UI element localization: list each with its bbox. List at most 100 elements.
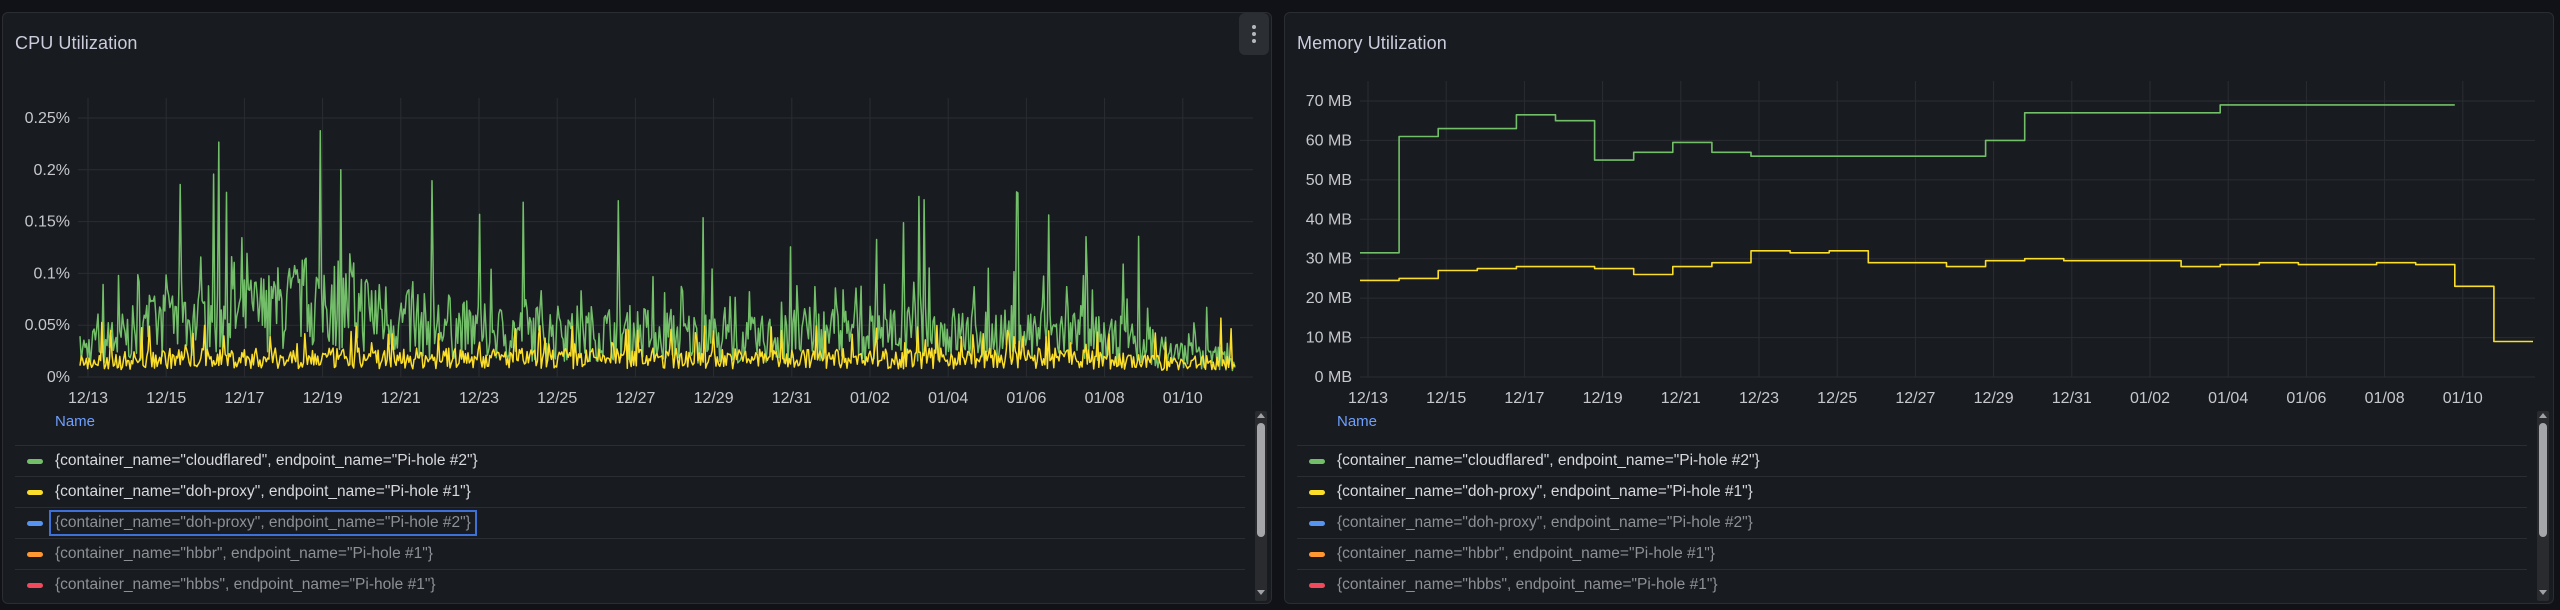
legend-list: {container_name="cloudflared", endpoint_… [1297, 445, 2527, 600]
legend-item[interactable]: {container_name="cloudflared", endpoint_… [15, 445, 1245, 476]
scroll-down-arrow-icon[interactable] [1257, 590, 1265, 595]
panel-title: CPU Utilization [15, 33, 138, 53]
legend-scrollbar[interactable] [2537, 411, 2549, 601]
x-axis-tick-label: 12/15 [1426, 390, 1466, 407]
y-axis-tick-label: 40 MB [1306, 211, 1352, 228]
series-color-swatch [27, 552, 43, 557]
y-axis-tick-label: 70 MB [1306, 93, 1352, 110]
y-axis-tick-label: 30 MB [1306, 251, 1352, 268]
legend-label[interactable]: {container_name="cloudflared", endpoint_… [1337, 452, 1760, 469]
kebab-menu-icon [1252, 25, 1256, 29]
legend-label[interactable]: {container_name="hbbr", endpoint_name="P… [1337, 545, 1715, 562]
series-color-swatch [1309, 459, 1325, 464]
x-axis-tick-label: 12/29 [694, 390, 734, 407]
legend-label[interactable]: {container_name="hbbr", endpoint_name="P… [55, 545, 433, 562]
x-axis-tick-label: 01/04 [2208, 390, 2248, 407]
x-axis-tick-label: 12/19 [1583, 390, 1623, 407]
legend-item[interactable]: {container_name="hbbs", endpoint_name="P… [1297, 569, 2527, 600]
legend-item[interactable]: {container_name="doh-proxy", endpoint_na… [15, 476, 1245, 507]
cpu-chart[interactable]: 0% 0.05% 0.1% 0.15% 0.2% 0.25% 12/13 12/15 12/17… [3, 13, 1273, 423]
x-axis-tick-label: 01/04 [928, 390, 968, 407]
y-axis-tick-label: 0.1% [34, 265, 70, 282]
y-axis-tick-label: 0.15% [25, 214, 70, 231]
x-axis-tick-label: 12/29 [1974, 390, 2014, 407]
legend-label[interactable]: {container_name="doh-proxy", endpoint_na… [1337, 514, 1753, 531]
legend-item[interactable]: {container_name="doh-proxy", endpoint_na… [1297, 507, 2527, 538]
series-line [79, 317, 1236, 372]
kebab-dot [1252, 32, 1256, 36]
x-axis-tick-label: 12/13 [1348, 390, 1388, 407]
x-axis-tick-label: 12/31 [2052, 390, 2092, 407]
x-axis-tick-label: 01/06 [1006, 390, 1046, 407]
x-axis-tick-label: 12/21 [381, 390, 421, 407]
cpu-utilization-panel: CPU Utilization 0% 0.05% 0.1% 0.15% 0.2% 0.25… [2, 12, 1272, 604]
x-axis-tick-label: 12/25 [1817, 390, 1857, 407]
legend-label[interactable]: {container_name="doh-proxy", endpoint_na… [1337, 483, 1753, 500]
legend-item[interactable]: {container_name="doh-proxy", endpoint_na… [15, 507, 1245, 538]
series-color-swatch [1309, 552, 1325, 557]
x-axis-tick-label: 01/10 [1163, 390, 1203, 407]
scroll-thumb[interactable] [2539, 423, 2547, 537]
panel-menu-button[interactable] [1239, 13, 1269, 55]
legend-scrollbar[interactable] [1255, 411, 1267, 601]
x-axis-tick-label: 01/06 [2286, 390, 2326, 407]
grid: 0% 0.05% 0.1% 0.15% 0.2% 0.25% 12/13 12/15 12/17… [25, 98, 1253, 407]
legend-list: {container_name="cloudflared", endpoint_… [15, 445, 1245, 600]
x-axis-tick-label: 12/17 [1504, 390, 1544, 407]
y-axis-tick-label: 60 MB [1306, 132, 1352, 149]
legend-label[interactable]: {container_name="hbbs", endpoint_name="P… [55, 576, 436, 593]
kebab-dot [1252, 39, 1256, 43]
x-axis-tick-label: 12/23 [1739, 390, 1779, 407]
legend-label[interactable]: {container_name="hbbs", endpoint_name="P… [1337, 576, 1718, 593]
legend-label[interactable]: {container_name="cloudflared", endpoint_… [55, 452, 478, 469]
legend-name-header[interactable]: Name [1337, 413, 1378, 430]
series-color-swatch [27, 521, 43, 526]
x-axis-tick-label: 01/02 [2130, 390, 2170, 407]
memory-chart[interactable]: 0 MB 10 MB 20 MB 30 MB 40 MB 50 MB 60 MB 70 MB 1… [1285, 13, 2555, 423]
y-axis-tick-label: 20 MB [1306, 290, 1352, 307]
series-color-swatch [1309, 521, 1325, 526]
scroll-down-arrow-icon[interactable] [2539, 590, 2547, 595]
legend-item[interactable]: {container_name="doh-proxy", endpoint_na… [1297, 476, 2527, 507]
x-axis-tick-label: 12/13 [68, 390, 108, 407]
scroll-up-arrow-icon[interactable] [1257, 413, 1265, 418]
legend-item[interactable]: {container_name="hbbr", endpoint_name="P… [1297, 538, 2527, 569]
x-axis-tick-label: 01/08 [2365, 390, 2405, 407]
y-axis-tick-label: 0.25% [25, 110, 70, 127]
y-axis-tick-label: 0 MB [1315, 369, 1352, 386]
x-axis-tick-label: 12/31 [772, 390, 812, 407]
x-axis-tick-label: 12/25 [537, 390, 577, 407]
y-axis-tick-label: 0.2% [34, 162, 70, 179]
x-axis-tick-label: 01/02 [850, 390, 890, 407]
y-axis-tick-label: 50 MB [1306, 172, 1352, 189]
y-axis-tick-label: 0.05% [25, 317, 70, 334]
y-axis-tick-label: 10 MB [1306, 330, 1352, 347]
legend-name-header[interactable]: Name [55, 413, 96, 430]
x-axis-tick-label: 12/17 [224, 390, 264, 407]
series-color-swatch [1309, 490, 1325, 495]
series-line [1360, 250, 2533, 343]
legend-item[interactable]: {container_name="hbbr", endpoint_name="P… [15, 538, 1245, 569]
grid: 0 MB 10 MB 20 MB 30 MB 40 MB 50 MB 60 MB 70 MB 1… [1306, 81, 2535, 407]
legend-label[interactable]: {container_name="doh-proxy", endpoint_na… [49, 510, 477, 536]
scroll-thumb[interactable] [1257, 423, 1265, 537]
series-color-swatch [27, 583, 43, 588]
x-axis-tick-label: 12/27 [1895, 390, 1935, 407]
series-color-swatch [27, 490, 43, 495]
series-line [79, 130, 1236, 372]
x-axis-tick-label: 12/23 [459, 390, 499, 407]
x-axis-tick-label: 12/19 [303, 390, 343, 407]
memory-legend: Name {container_name="cloudflared", endp… [1297, 411, 2553, 601]
x-axis-tick-label: 01/10 [2443, 390, 2483, 407]
legend-item[interactable]: {container_name="cloudflared", endpoint_… [1297, 445, 2527, 476]
x-axis-tick-label: 01/08 [1085, 390, 1125, 407]
scroll-up-arrow-icon[interactable] [2539, 413, 2547, 418]
series-line [1360, 104, 2455, 254]
legend-label[interactable]: {container_name="doh-proxy", endpoint_na… [55, 483, 471, 500]
cpu-legend: Name {container_name="cloudflared", endp… [15, 411, 1271, 601]
series-color-swatch [27, 459, 43, 464]
panel-title: Memory Utilization [1297, 33, 1447, 53]
x-axis-tick-label: 12/21 [1661, 390, 1701, 407]
legend-item[interactable]: {container_name="hbbs", endpoint_name="P… [15, 569, 1245, 600]
y-axis-tick-label: 0% [47, 369, 70, 386]
